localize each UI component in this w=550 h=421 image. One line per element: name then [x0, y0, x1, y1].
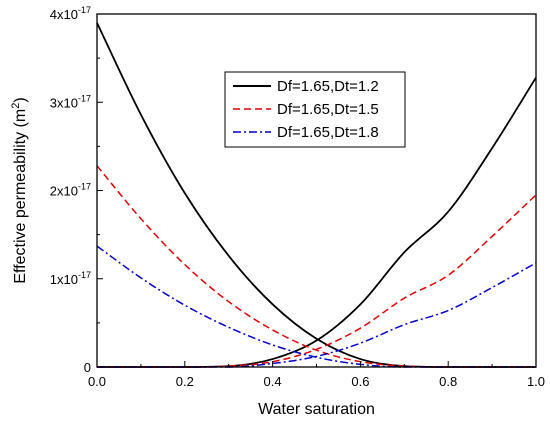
x-tick-label: 0.8: [439, 374, 457, 389]
legend-label: Df=1.65,Dt=1.5: [277, 101, 379, 118]
x-tick-label: 1.0: [527, 374, 545, 389]
y-tick-label: 2x10-17: [50, 182, 91, 199]
y-tick-label: 3x10-17: [50, 93, 91, 110]
x-axis-ticks: 0.0 0.2 0.4 0.6 0.8 1.0: [88, 361, 545, 389]
x-tick-label: 0.4: [264, 374, 282, 389]
y-axis-ticks: 0 1x10-17 2x10-17 3x10-17 4x10-17: [50, 5, 103, 375]
y-tick-label: 4x10-17: [50, 5, 91, 22]
y-tick-label: 1x10-17: [50, 270, 91, 287]
x-axis-title: Water saturation: [258, 401, 375, 418]
x-tick-label: 0.6: [351, 374, 369, 389]
legend-label: Df=1.65,Dt=1.8: [277, 124, 379, 141]
series-line-3: [96, 165, 536, 368]
x-tick-label: 0.2: [176, 374, 194, 389]
legend-label: Df=1.65,Dt=1.2: [277, 78, 379, 95]
series-line-4: [97, 194, 537, 368]
series-line-5: [96, 245, 536, 368]
series-line-6: [97, 262, 537, 368]
legend: Df=1.65,Dt=1.2 Df=1.65,Dt=1.5 Df=1.65,Dt=1…: [224, 71, 406, 148]
plot-frame: [96, 13, 537, 368]
x-tick-label: 0.0: [88, 374, 106, 389]
y-tick-label: 0: [84, 360, 91, 375]
y-axis-title: Effective permeability (m2): [10, 97, 29, 283]
